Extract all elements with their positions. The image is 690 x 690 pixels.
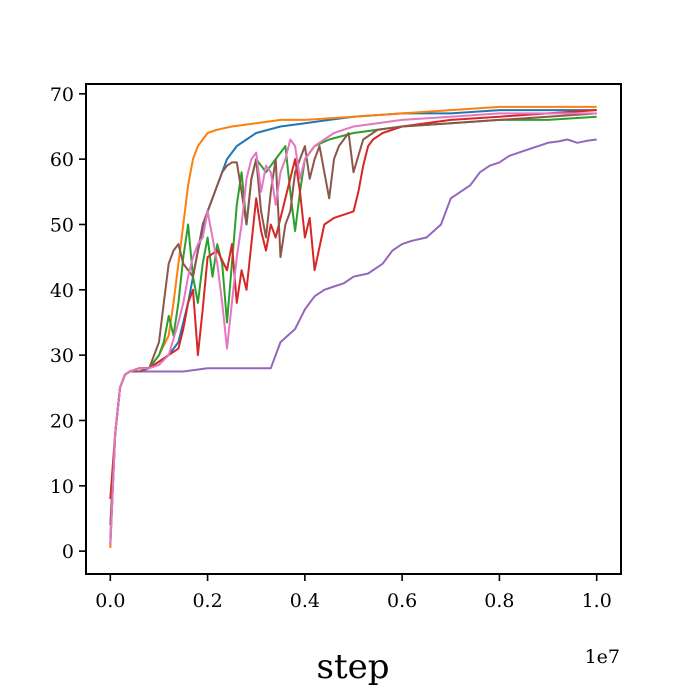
x-tick-label: 0.2 — [192, 590, 222, 612]
series-line-7 — [109, 112, 597, 545]
y-tick-label: 40 — [50, 280, 74, 302]
y-tick-label: 50 — [50, 214, 74, 236]
series-line-5 — [109, 138, 597, 545]
y-tick-label: 60 — [50, 149, 74, 171]
plot-frame — [85, 83, 622, 575]
y-tick-label: 30 — [50, 345, 74, 367]
y-axis: 0 10 20 30 40 50 60 70 — [50, 84, 86, 563]
x-tick-label: 0.0 — [95, 590, 125, 612]
x-tick-label: 0.6 — [387, 590, 417, 612]
x-axis-label: step — [317, 647, 390, 687]
x-offset-label: 1e7 — [585, 646, 620, 668]
y-tick-label: 70 — [50, 84, 74, 106]
x-tick-label: 0.4 — [290, 590, 320, 612]
y-tick-label: 20 — [50, 410, 74, 432]
x-axis: 0.0 0.2 0.4 0.6 0.8 1.0 — [95, 574, 612, 612]
y-tick-label: 10 — [50, 476, 74, 498]
x-tick-label: 0.8 — [484, 590, 514, 612]
x-tick-label: 1.0 — [582, 590, 612, 612]
y-tick-label: 0 — [62, 541, 74, 563]
series-layer — [109, 105, 597, 548]
